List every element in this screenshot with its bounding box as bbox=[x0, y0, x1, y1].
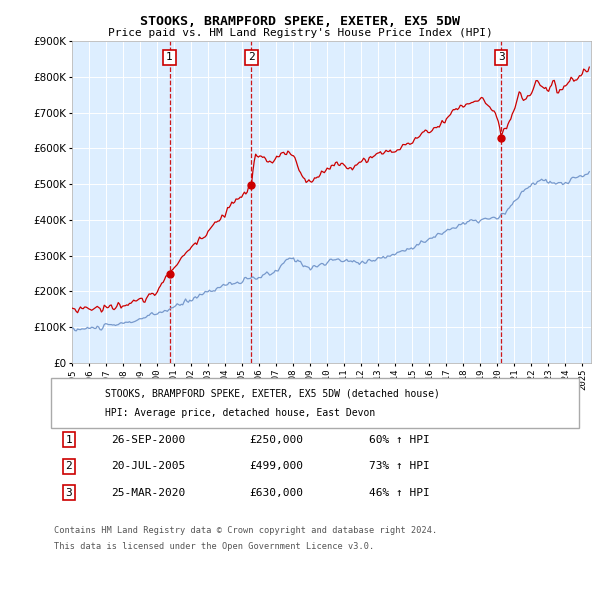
Text: 46% ↑ HPI: 46% ↑ HPI bbox=[369, 488, 430, 497]
Text: 73% ↑ HPI: 73% ↑ HPI bbox=[369, 461, 430, 471]
Text: 60% ↑ HPI: 60% ↑ HPI bbox=[369, 435, 430, 444]
Text: 3: 3 bbox=[498, 53, 505, 63]
Text: 1: 1 bbox=[65, 435, 73, 444]
Text: 25-MAR-2020: 25-MAR-2020 bbox=[111, 488, 185, 497]
Text: 2: 2 bbox=[248, 53, 255, 63]
Text: Price paid vs. HM Land Registry's House Price Index (HPI): Price paid vs. HM Land Registry's House … bbox=[107, 28, 493, 38]
Text: £250,000: £250,000 bbox=[249, 435, 303, 444]
Text: 3: 3 bbox=[65, 488, 73, 497]
Text: 20-JUL-2005: 20-JUL-2005 bbox=[111, 461, 185, 471]
Text: This data is licensed under the Open Government Licence v3.0.: This data is licensed under the Open Gov… bbox=[54, 542, 374, 550]
Text: STOOKS, BRAMPFORD SPEKE, EXETER, EX5 5DW: STOOKS, BRAMPFORD SPEKE, EXETER, EX5 5DW bbox=[140, 15, 460, 28]
Text: HPI: Average price, detached house, East Devon: HPI: Average price, detached house, East… bbox=[105, 408, 375, 418]
Text: £499,000: £499,000 bbox=[249, 461, 303, 471]
Text: 2: 2 bbox=[65, 461, 73, 471]
Text: 1: 1 bbox=[166, 53, 173, 63]
Text: Contains HM Land Registry data © Crown copyright and database right 2024.: Contains HM Land Registry data © Crown c… bbox=[54, 526, 437, 535]
Text: STOOKS, BRAMPFORD SPEKE, EXETER, EX5 5DW (detached house): STOOKS, BRAMPFORD SPEKE, EXETER, EX5 5DW… bbox=[105, 389, 440, 398]
Text: £630,000: £630,000 bbox=[249, 488, 303, 497]
Text: 26-SEP-2000: 26-SEP-2000 bbox=[111, 435, 185, 444]
